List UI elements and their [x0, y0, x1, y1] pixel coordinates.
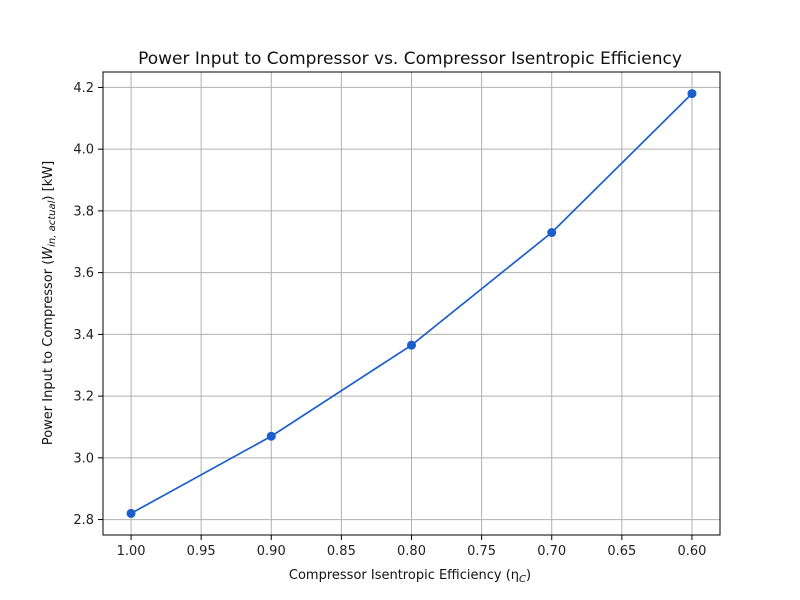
chart-title: Power Input to Compressor vs. Compressor… [138, 49, 682, 69]
y-tick-label: 3.8 [73, 204, 94, 219]
x-axis: 1.00 0.95 0.90 0.85 0.80 0.75 0.70 0.65 0.60 [117, 535, 706, 559]
y-tick-label: 2.8 [73, 513, 94, 528]
x-tick-label: 0.95 [187, 544, 216, 559]
data-point [547, 228, 557, 238]
y-tick-label: 3.4 [73, 328, 94, 343]
x-tick-label: 0.65 [607, 544, 636, 559]
data-point [126, 508, 136, 518]
y-axis-label: Power Input to Compressor (Win, actual) … [41, 161, 58, 445]
y-tick-label: 3.2 [73, 390, 94, 405]
x-axis-label: Compressor Isentropic Efficiency (ηC) [289, 568, 531, 585]
x-tick-label: 0.90 [257, 544, 286, 559]
x-tick-label: 0.75 [467, 544, 496, 559]
y-axis: 2.8 3.0 3.2 3.4 3.6 3.8 4.0 4.2 [73, 81, 103, 528]
y-tick-label: 4.0 [73, 143, 94, 158]
data-point [407, 340, 416, 350]
x-tick-label: 0.70 [537, 544, 566, 559]
y-tick-label: 3.6 [73, 266, 94, 281]
x-tick-label: 0.80 [397, 544, 426, 559]
grid [103, 72, 720, 535]
x-tick-label: 1.00 [117, 544, 146, 559]
y-tick-label: 3.0 [73, 451, 94, 466]
data-point [687, 89, 697, 99]
x-tick-label: 0.85 [327, 544, 356, 559]
data-point [266, 431, 276, 441]
series-line [126, 89, 697, 518]
x-tick-label: 0.60 [677, 544, 706, 559]
y-tick-label: 4.2 [73, 81, 94, 96]
